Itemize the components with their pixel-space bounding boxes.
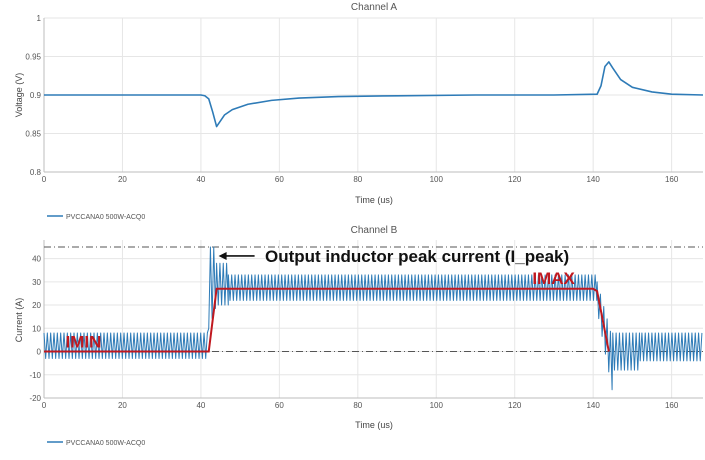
legend[interactable]: PVCCANA0 500W-ACQ0 bbox=[47, 440, 145, 447]
y-tick-label: -10 bbox=[29, 371, 41, 380]
chart-title: Channel B bbox=[351, 225, 398, 236]
x-axis-label: Time (us) bbox=[355, 420, 393, 430]
x-tick-label: 20 bbox=[118, 175, 127, 184]
x-tick-label: 20 bbox=[118, 401, 127, 410]
x-tick-label: 60 bbox=[275, 401, 284, 410]
y-tick-label: 1 bbox=[37, 14, 42, 23]
y-tick-label: 20 bbox=[32, 301, 41, 310]
x-tick-label: 80 bbox=[353, 401, 362, 410]
x-tick-label: 0 bbox=[42, 175, 47, 184]
y-tick-label: 0.8 bbox=[30, 168, 42, 177]
series-line-voltage bbox=[44, 61, 704, 128]
y-axis-label: Current (A) bbox=[14, 298, 24, 343]
x-tick-label: 160 bbox=[665, 401, 679, 410]
chart-channel-b: Channel B Current (A) Time (us) PVCCANA0… bbox=[14, 225, 703, 447]
x-axis-label: Time (us) bbox=[355, 195, 393, 205]
legend-label: PVCCANA0 500W-ACQ0 bbox=[66, 214, 145, 221]
y-tick-label: -20 bbox=[29, 394, 41, 403]
series-line-average bbox=[44, 287, 610, 353]
x-tick-label: 40 bbox=[196, 175, 205, 184]
x-tick-label: 100 bbox=[430, 175, 444, 184]
series-line-current bbox=[43, 246, 703, 391]
y-tick-label: 0.95 bbox=[25, 53, 41, 62]
chart-title: Channel A bbox=[351, 2, 397, 13]
x-tick-label: 120 bbox=[508, 401, 522, 410]
y-tick-label: 0 bbox=[37, 348, 42, 357]
chart-channel-a: Channel A Voltage (V) Time (us) PVCCANA0… bbox=[14, 2, 704, 221]
x-tick-label: 60 bbox=[275, 175, 284, 184]
y-tick-label: 0.85 bbox=[25, 130, 41, 139]
x-tick-label: 80 bbox=[353, 175, 362, 184]
annotation-arrow-head bbox=[218, 251, 227, 260]
x-tick-label: 0 bbox=[42, 401, 47, 410]
y-tick-label: 40 bbox=[32, 255, 41, 264]
x-tick-label: 140 bbox=[586, 175, 600, 184]
x-tick-label: 120 bbox=[508, 175, 522, 184]
legend[interactable]: PVCCANA0 500W-ACQ0 bbox=[47, 214, 145, 221]
x-tick-label: 40 bbox=[196, 401, 205, 410]
y-tick-label: 10 bbox=[32, 324, 41, 333]
legend-label: PVCCANA0 500W-ACQ0 bbox=[66, 440, 145, 447]
annotation-imax: IMAX bbox=[532, 269, 575, 288]
x-tick-label: 100 bbox=[430, 401, 444, 410]
y-tick-label: 30 bbox=[32, 278, 41, 287]
annotation-imin: IMIN bbox=[66, 333, 102, 352]
x-tick-label: 160 bbox=[665, 175, 679, 184]
annotation-peak-current: Output inductor peak current (I_peak) bbox=[265, 247, 569, 266]
y-axis-label: Voltage (V) bbox=[14, 73, 24, 118]
y-tick-label: 0.9 bbox=[30, 91, 42, 100]
x-tick-label: 140 bbox=[586, 401, 600, 410]
